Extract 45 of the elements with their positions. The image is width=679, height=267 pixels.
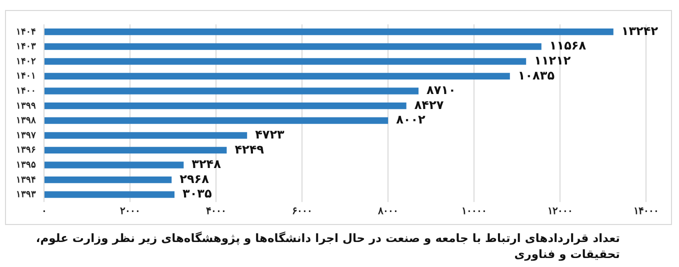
y-tick-label: ۱۳۹۳ bbox=[16, 189, 36, 200]
y-tick-label: ۱۳۹۹ bbox=[16, 100, 36, 110]
y-tick-label: ۱۴۰۴ bbox=[16, 26, 36, 36]
bar bbox=[44, 58, 526, 65]
bar bbox=[44, 176, 172, 184]
y-tick-label: ۱۳۹۴ bbox=[16, 174, 36, 184]
data-label: ۱۰۸۳۵ bbox=[518, 68, 555, 82]
data-label: ۱۱۵۶۸ bbox=[549, 38, 587, 53]
bar bbox=[44, 72, 510, 80]
data-label: ۸۷۱۰ bbox=[426, 83, 456, 98]
bar bbox=[44, 146, 227, 154]
x-tick-label: ۰ bbox=[42, 206, 46, 217]
bar bbox=[44, 191, 175, 198]
x-tick-label: ۸۰۰۰ bbox=[377, 206, 398, 217]
data-label: ۴۲۴۹ bbox=[234, 142, 265, 156]
y-tick-label: ۱۴۰۰ bbox=[16, 85, 36, 96]
bar bbox=[44, 102, 406, 110]
x-tick-label: ۱۴۰۰۰ bbox=[634, 206, 658, 217]
bar bbox=[44, 88, 419, 94]
data-label: ۸۴۲۷ bbox=[414, 98, 444, 112]
data-label: ۱۳۲۴۲ bbox=[621, 24, 659, 38]
y-tick-label: ۱۳۹۸ bbox=[16, 115, 36, 126]
y-tick-label: ۱۳۹۶ bbox=[16, 144, 36, 155]
y-tick-label: ۱۴۰۲ bbox=[16, 56, 36, 66]
bar bbox=[44, 117, 388, 124]
data-label: ۸۰۰۲ bbox=[396, 112, 426, 127]
text: تعداد قراردادهای ارتباط با جامعه و صنعت در حال اجرا دانشگاه‌ها و پژوهشگاه‌های زیر نظر وزارت علوم، تحقیقات و فناوری bbox=[34, 230, 620, 262]
bar bbox=[44, 162, 184, 168]
data-label: ۳۰۳۵ bbox=[182, 186, 212, 201]
x-tick-label: ۱۰۰۰۰ bbox=[462, 206, 486, 217]
y-tick-label: ۱۳۹۵ bbox=[16, 159, 36, 170]
y-tick-label: ۱۴۰۱ bbox=[16, 70, 36, 81]
x-tick-label: ۴۰۰۰ bbox=[206, 206, 226, 217]
bar bbox=[44, 43, 542, 50]
data-label: ۳۲۴۸ bbox=[192, 157, 222, 172]
y-tick-label: ۱۳۹۷ bbox=[16, 130, 36, 140]
x-tick-label: ۶۰۰۰ bbox=[292, 206, 312, 217]
data-label: ۱۱۲۱۲ bbox=[534, 54, 572, 68]
bar bbox=[44, 28, 614, 36]
bar bbox=[44, 132, 248, 139]
x-tick-label: ۱۲۰۰۰ bbox=[548, 206, 572, 217]
data-label: ۲۹۶۸ bbox=[180, 172, 210, 186]
x-tick-label: ۲۰۰۰ bbox=[120, 206, 140, 217]
y-tick-label: ۱۴۰۳ bbox=[16, 41, 36, 52]
data-label: ۴۷۲۳ bbox=[255, 128, 286, 142]
